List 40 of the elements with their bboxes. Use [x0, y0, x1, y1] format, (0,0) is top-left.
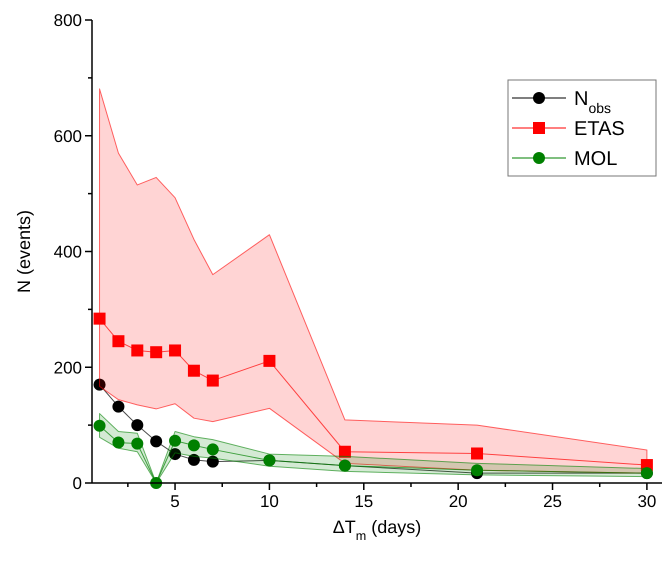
- y-axis-title: N (events): [14, 210, 34, 294]
- point: [471, 447, 484, 460]
- point: [188, 439, 200, 452]
- x-tick-label: 5: [170, 492, 180, 511]
- x-tick-label: 20: [448, 492, 468, 511]
- point: [112, 436, 124, 448]
- point: [131, 438, 144, 450]
- x-tick-label: 25: [543, 492, 562, 511]
- legend-label: ETAS: [574, 118, 625, 140]
- y-tick-label: 200: [54, 358, 82, 378]
- y-tick-label: 400: [54, 242, 82, 262]
- point: [94, 312, 106, 325]
- point: [188, 454, 200, 466]
- point: [169, 344, 182, 356]
- point: [471, 464, 484, 476]
- point: [131, 419, 144, 432]
- point: [206, 443, 219, 456]
- point: [94, 378, 106, 391]
- point: [94, 420, 106, 432]
- x-tick-label: 30: [637, 492, 656, 511]
- point: [112, 400, 124, 413]
- y-tick-label: 800: [54, 11, 82, 30]
- x-tick-label: 10: [260, 492, 279, 511]
- point: [150, 346, 162, 358]
- point: [150, 435, 162, 448]
- point: [112, 335, 124, 348]
- point: [206, 456, 219, 468]
- y-tick-label: 0: [72, 474, 82, 493]
- point: [131, 344, 144, 356]
- point: [263, 354, 276, 367]
- point: [169, 448, 182, 460]
- x-tick-label: 15: [354, 492, 374, 511]
- y-tick-label: 600: [54, 126, 82, 146]
- point: [169, 434, 182, 447]
- point: [188, 364, 200, 377]
- legend-label: N$_{obs}$: [574, 88, 612, 116]
- x-axis-title: ΔT$_{m}$ (days): [332, 517, 422, 543]
- point: [206, 374, 219, 387]
- legend-label: MOL: [574, 148, 618, 170]
- point: [338, 446, 351, 458]
